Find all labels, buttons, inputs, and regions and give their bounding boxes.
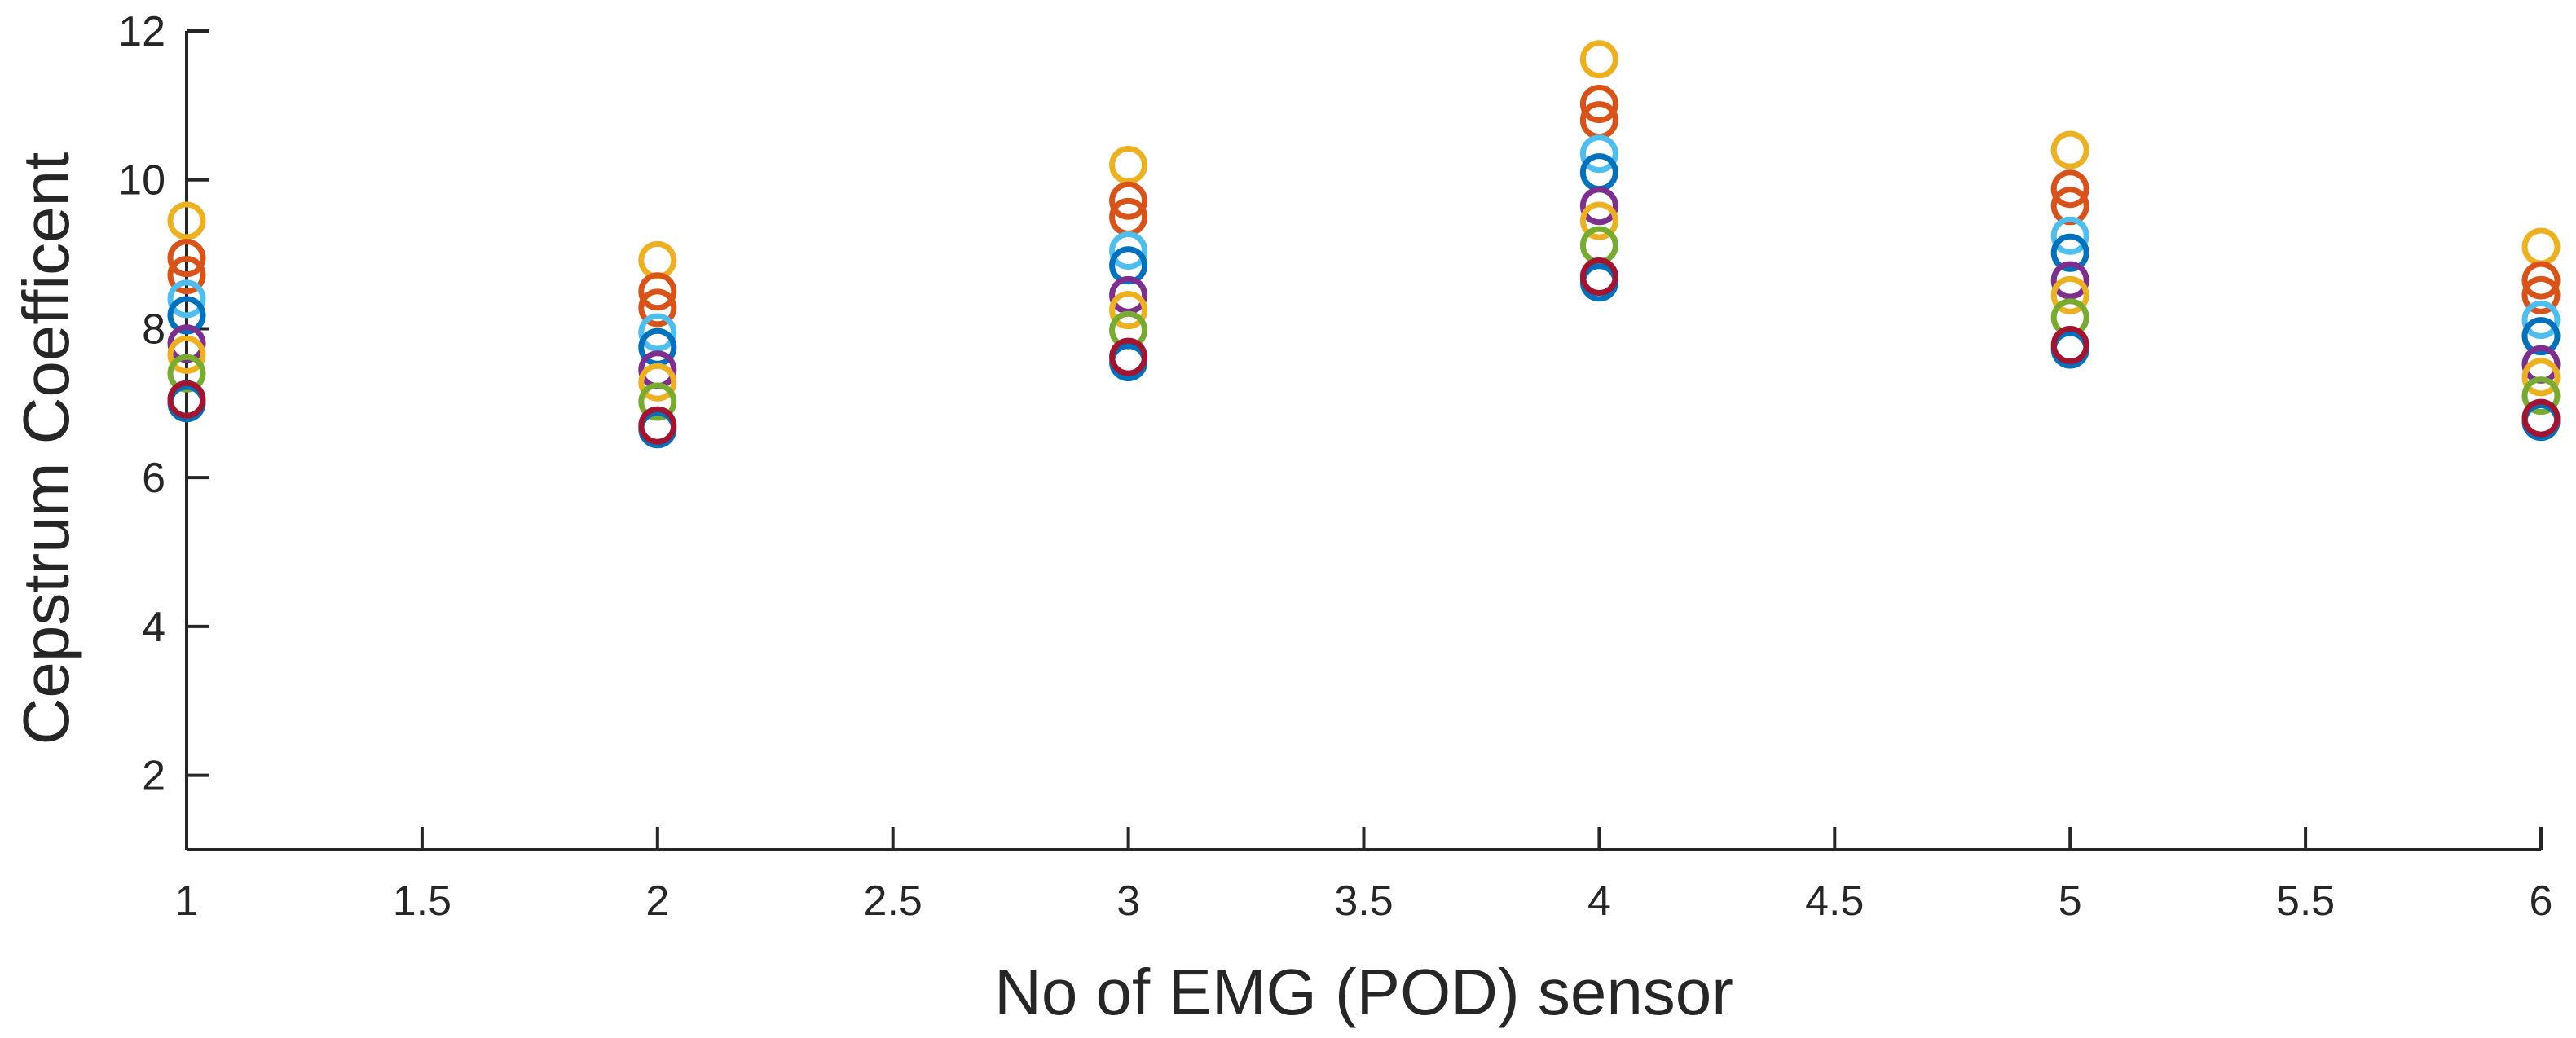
x-tick-label: 6 (2530, 877, 2553, 925)
data-point-s7-x5 (2050, 275, 2089, 314)
y-axis-ticks: 2 4 6 8 10 12 (118, 8, 209, 800)
x-tick-label: 3 (1116, 877, 1140, 925)
x-tick-label: 4 (1587, 877, 1611, 925)
data-point-s7-x6 (2521, 358, 2561, 397)
data-point-s7-x1 (167, 335, 206, 374)
data-point-s4-x5 (2050, 216, 2089, 255)
x-axis-title: No of EMG (POD) sensor (994, 956, 1733, 1028)
y-tick-label: 10 (118, 157, 165, 205)
data-point-s10-x1 (167, 380, 206, 419)
x-tick-label: 1 (175, 877, 199, 925)
data-point-s4-x6 (2521, 300, 2561, 339)
data-point-s7-x4 (1579, 201, 1618, 240)
y-tick-label: 2 (142, 753, 165, 800)
x-tick-label: 1.5 (393, 877, 451, 925)
x-tick-label: 2.5 (864, 877, 923, 925)
data-point-s8-x4 (1579, 226, 1618, 265)
x-tick-label: 5.5 (2276, 877, 2335, 925)
data-point-s2-x6 (2521, 261, 2561, 300)
y-axis-title: Cepstrum Coefficent (10, 152, 82, 746)
data-point-s2-x3 (1109, 181, 1148, 220)
data-point-s1-x2 (638, 240, 677, 279)
data-point-s2-x4 (1579, 85, 1618, 124)
data-point-s1-x6 (2521, 227, 2561, 266)
y-tick-label: 6 (142, 455, 165, 502)
data-point-s2-x5 (2050, 169, 2089, 209)
data-point-s7-x2 (638, 363, 677, 402)
y-tick-label: 8 (142, 306, 165, 353)
data-point-s8-x6 (2521, 376, 2561, 416)
data-point-s10-x2 (638, 406, 677, 445)
data-point-s8-x2 (638, 382, 677, 421)
x-tick-label: 4.5 (1805, 877, 1864, 925)
data-point-s5-x5 (2050, 233, 2089, 272)
x-tick-label: 2 (645, 877, 669, 925)
data-point-s1-x1 (167, 201, 206, 240)
axes (185, 31, 2541, 851)
data-point-s3-x2 (638, 288, 677, 328)
data-point-s10-x3 (1109, 337, 1148, 376)
y-tick-label: 12 (118, 8, 165, 55)
x-tick-label: 5 (2059, 877, 2082, 925)
data-point-s3-x6 (2521, 275, 2561, 314)
data-point-s10-x5 (2050, 326, 2089, 365)
data-markers (167, 40, 2561, 449)
data-point-s7-x3 (1109, 291, 1148, 330)
data-point-s5-x1 (167, 296, 206, 335)
data-point-s6-x4 (1579, 187, 1618, 226)
data-point-s1-x5 (2050, 130, 2089, 169)
data-point-s4-x4 (1579, 134, 1618, 174)
data-point-s5-x6 (2521, 317, 2561, 356)
data-point-s4-x3 (1109, 231, 1148, 270)
data-point-s4-x2 (638, 313, 677, 352)
data-point-s2-x2 (638, 272, 677, 311)
data-point-s10-x6 (2521, 398, 2561, 438)
data-point-s2-x1 (167, 239, 206, 278)
data-point-s4-x1 (167, 279, 206, 319)
data-point-s3-x1 (167, 256, 206, 295)
data-point-s1-x4 (1579, 40, 1618, 79)
data-point-s1-x3 (1109, 145, 1148, 184)
x-tick-label: 3.5 (1334, 877, 1393, 925)
data-point-s6-x5 (2050, 261, 2089, 300)
y-tick-label: 4 (142, 604, 165, 651)
data-point-s10-x4 (1579, 257, 1618, 296)
x-axis-ticks: 1 1.5 2 2.5 3 3.5 4 4.5 5 5.5 6 (175, 827, 2553, 925)
